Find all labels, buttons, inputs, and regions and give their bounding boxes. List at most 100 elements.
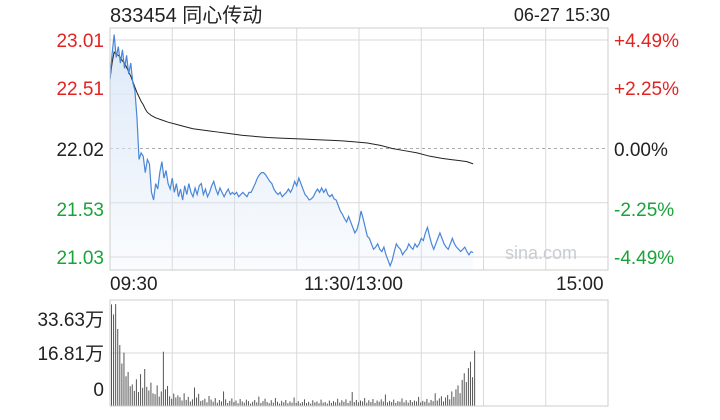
volume-bar — [196, 397, 198, 406]
volume-bar — [204, 398, 206, 406]
volume-bar — [337, 398, 339, 406]
volume-bar — [158, 396, 160, 406]
volume-bar — [306, 402, 308, 406]
volume-bar — [469, 361, 471, 406]
stock-title: 833454 同心传动 — [110, 5, 263, 27]
volume-bar — [113, 314, 115, 406]
volume-bar — [272, 402, 274, 406]
volume-tick-label: 16.81万 — [37, 344, 104, 365]
volume-tick-label: 0 — [93, 380, 104, 401]
volume-bar — [274, 398, 276, 406]
volume-bar — [380, 399, 382, 406]
volume-bar — [384, 394, 386, 406]
volume-bar — [177, 395, 179, 406]
price-tick-label: 22.02 — [56, 140, 104, 161]
volume-bar — [169, 396, 171, 406]
volume-bar — [123, 352, 125, 406]
volume-bar — [268, 403, 270, 406]
volume-bar — [144, 368, 146, 406]
volume-bar — [220, 401, 222, 406]
volume-bar — [314, 402, 316, 406]
volume-bar — [401, 398, 403, 406]
volume-bar — [467, 368, 469, 406]
volume-bar — [137, 392, 139, 406]
volume-bar — [160, 391, 162, 406]
volume-bar — [461, 379, 463, 406]
volume-bar — [339, 402, 341, 406]
volume-bar — [135, 379, 137, 406]
volume-bar — [303, 399, 305, 406]
volume-bar — [308, 401, 310, 406]
price-tick-label: 21.03 — [56, 248, 104, 269]
price-tick-label: 22.51 — [56, 79, 104, 100]
volume-bar — [250, 403, 252, 406]
volume-bar — [426, 399, 428, 406]
time-tick-label: 09:30 — [110, 274, 158, 295]
volume-bar — [291, 402, 293, 406]
volume-bar — [237, 403, 239, 406]
volume-panel-frame — [109, 299, 609, 407]
volume-bar — [202, 400, 204, 406]
volume-bar — [260, 402, 262, 406]
volume-bar — [216, 402, 218, 406]
volume-bar — [378, 401, 380, 406]
volume-bar — [212, 401, 214, 406]
watermark: sina.com — [505, 243, 578, 263]
volume-bar — [293, 397, 295, 406]
volume-bar — [297, 401, 299, 406]
pct-tick-label: +4.49% — [614, 31, 679, 52]
volume-bar — [281, 400, 283, 406]
volume-bar — [183, 393, 185, 406]
volume-bar — [210, 399, 212, 406]
volume-bar — [264, 398, 266, 406]
volume-bar — [320, 399, 322, 406]
volume-bar — [432, 401, 434, 406]
volume-bar — [413, 400, 415, 406]
volume-bar — [154, 394, 156, 406]
volume-bar — [345, 399, 347, 406]
volume-bar — [443, 401, 444, 406]
price-tick-label: 23.01 — [56, 31, 104, 52]
time-tick-label: 15:00 — [556, 274, 604, 295]
volume-bar — [330, 402, 332, 406]
datetime-label: 06-27 15:30 — [513, 5, 610, 25]
volume-bar — [146, 386, 148, 406]
volume-bar — [181, 400, 183, 406]
volume-bar — [162, 351, 164, 406]
volume-bar — [266, 402, 268, 406]
volume-bar — [252, 401, 254, 406]
volume-bar — [208, 395, 210, 406]
volume-bar — [310, 403, 312, 406]
volume-bar — [185, 399, 187, 406]
volume-bar — [326, 403, 328, 406]
volume-bar — [438, 398, 440, 406]
volume-bar — [455, 389, 457, 406]
volume-bar — [403, 402, 405, 406]
volume-bar — [366, 402, 368, 406]
volume-bar — [142, 387, 144, 406]
volume-bar — [111, 304, 112, 406]
volume-tick-label: 33.63万 — [37, 310, 104, 331]
volume-bar — [459, 393, 461, 406]
pct-tick-label: +2.25% — [614, 79, 679, 100]
volume-bar — [343, 401, 345, 406]
volume-bar — [407, 402, 409, 406]
average-price-line — [109, 51, 474, 165]
volume-bar — [117, 328, 119, 406]
volume-bar — [167, 385, 169, 406]
volume-bar — [229, 400, 231, 406]
volume-bar — [173, 393, 175, 406]
volume-bar — [424, 401, 426, 406]
volume-bar — [119, 345, 121, 406]
volume-bar — [382, 401, 384, 406]
volume-bar — [445, 397, 447, 406]
volume-bar — [152, 393, 154, 406]
volume-bar — [301, 402, 303, 406]
volume-bar — [270, 400, 272, 406]
volume-bar — [245, 399, 247, 406]
price-line — [109, 34, 474, 268]
volume-bar — [127, 372, 129, 406]
volume-bar — [289, 401, 291, 406]
volume-bar — [374, 402, 376, 406]
volume-bar — [364, 398, 366, 406]
